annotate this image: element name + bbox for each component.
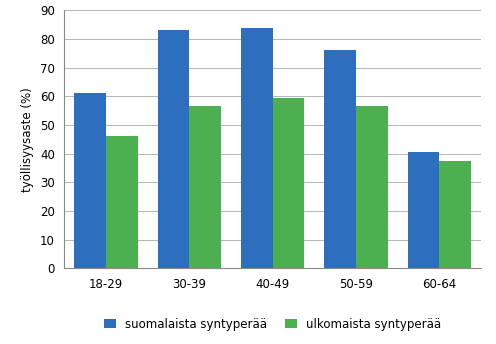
Bar (356, 106, 388, 268)
Bar (189, 106, 221, 268)
Bar (408, 152, 439, 268)
Y-axis label: työllisyysaste (%): työllisyysaste (%) (21, 87, 34, 192)
Bar (106, 137, 138, 268)
Bar (74, 94, 106, 268)
Bar (324, 51, 356, 268)
Bar (241, 28, 273, 268)
Bar (158, 30, 189, 268)
Bar (273, 98, 305, 268)
Bar (439, 161, 471, 268)
Legend: suomalaista syntyperää, ulkomaista syntyperää: suomalaista syntyperää, ulkomaista synty… (99, 313, 446, 335)
